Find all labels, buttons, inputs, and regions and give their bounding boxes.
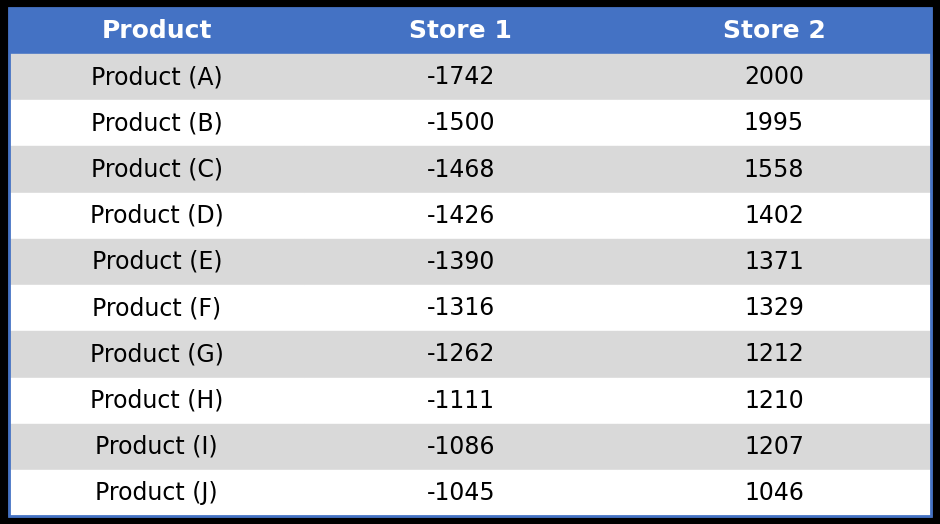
Text: Product (G): Product (G) (90, 342, 224, 366)
Bar (305, 424, 618, 470)
Bar (9, 331, 305, 377)
Bar (305, 470, 618, 516)
Bar (305, 193, 618, 239)
Bar (618, 285, 931, 331)
Text: Product (E): Product (E) (91, 250, 222, 274)
Text: Product (A): Product (A) (91, 65, 223, 89)
Text: -1316: -1316 (427, 296, 495, 320)
Text: 1210: 1210 (744, 389, 804, 412)
Bar (618, 193, 931, 239)
Text: -1111: -1111 (427, 389, 494, 412)
Bar (305, 8, 618, 54)
Text: -1262: -1262 (427, 342, 495, 366)
Bar (305, 147, 618, 193)
Bar (618, 424, 931, 470)
Bar (9, 239, 305, 285)
Text: Product (F): Product (F) (92, 296, 221, 320)
Bar (9, 285, 305, 331)
Bar (618, 100, 931, 147)
Bar (305, 239, 618, 285)
Text: Product (B): Product (B) (91, 112, 223, 135)
Bar (305, 100, 618, 147)
Text: 1995: 1995 (744, 112, 804, 135)
Bar (9, 193, 305, 239)
Bar (618, 239, 931, 285)
Text: -1045: -1045 (427, 481, 495, 505)
Text: Product (D): Product (D) (90, 204, 224, 228)
Bar (305, 377, 618, 424)
Bar (305, 285, 618, 331)
Text: 1558: 1558 (744, 158, 805, 182)
Text: 2000: 2000 (744, 65, 804, 89)
Bar (305, 54, 618, 100)
Bar (618, 8, 931, 54)
Text: Store 1: Store 1 (409, 19, 512, 43)
Text: Product: Product (102, 19, 212, 43)
Bar (9, 54, 305, 100)
Bar (618, 147, 931, 193)
Text: 1207: 1207 (744, 435, 804, 459)
Bar (305, 331, 618, 377)
Bar (9, 100, 305, 147)
Bar (618, 54, 931, 100)
Text: -1500: -1500 (427, 112, 495, 135)
Text: 1212: 1212 (744, 342, 804, 366)
Text: -1086: -1086 (427, 435, 495, 459)
Text: Store 2: Store 2 (723, 19, 825, 43)
Text: 1329: 1329 (744, 296, 804, 320)
Text: -1426: -1426 (427, 204, 495, 228)
Bar (9, 470, 305, 516)
Bar (9, 147, 305, 193)
Text: -1468: -1468 (427, 158, 495, 182)
Text: Product (I): Product (I) (96, 435, 218, 459)
Text: 1402: 1402 (744, 204, 804, 228)
Bar (618, 377, 931, 424)
Bar (618, 470, 931, 516)
Text: -1390: -1390 (427, 250, 495, 274)
Bar (9, 424, 305, 470)
Text: Product (C): Product (C) (91, 158, 223, 182)
Text: Product (H): Product (H) (90, 389, 224, 412)
Text: 1046: 1046 (744, 481, 804, 505)
Text: Product (J): Product (J) (96, 481, 218, 505)
Bar (9, 377, 305, 424)
Text: 1371: 1371 (744, 250, 804, 274)
Bar (618, 331, 931, 377)
Text: -1742: -1742 (427, 65, 495, 89)
Bar (9, 8, 305, 54)
